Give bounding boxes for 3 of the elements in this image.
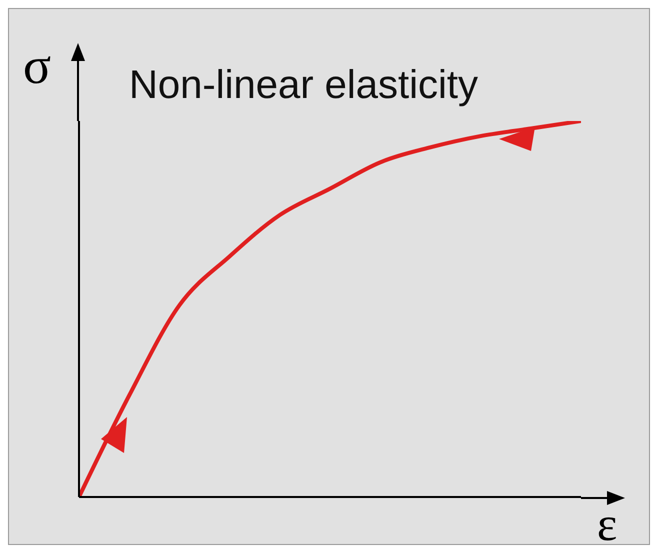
chart-title: Non-linear elasticity: [129, 63, 478, 108]
y-axis-title: σ: [23, 37, 52, 96]
x-axis-title: ε: [597, 497, 618, 551]
